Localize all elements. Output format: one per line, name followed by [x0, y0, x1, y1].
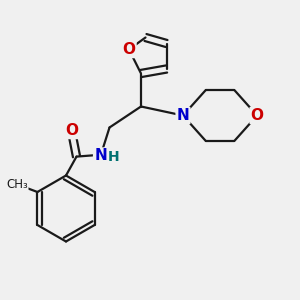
Text: CH₃: CH₃	[6, 178, 28, 191]
Text: O: O	[122, 42, 136, 57]
Text: H: H	[108, 150, 120, 164]
Text: N: N	[177, 108, 189, 123]
Text: O: O	[250, 108, 264, 123]
Text: O: O	[65, 123, 79, 138]
Text: N: N	[94, 148, 107, 164]
